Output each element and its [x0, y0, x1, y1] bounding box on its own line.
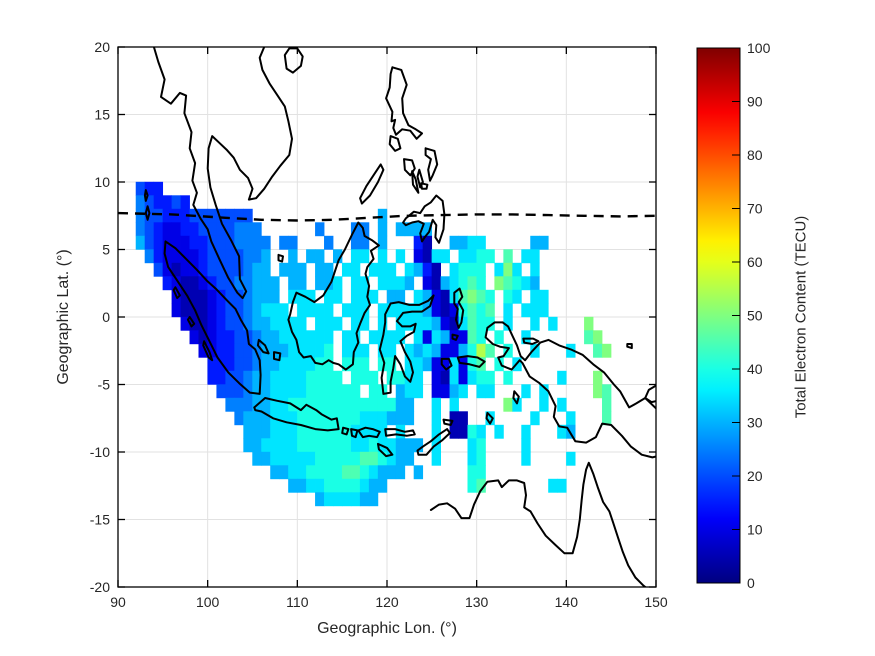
svg-text:130: 130: [465, 594, 489, 610]
svg-text:40: 40: [747, 361, 763, 377]
svg-text:100: 100: [196, 594, 220, 610]
svg-text:120: 120: [375, 594, 399, 610]
svg-text:5: 5: [102, 241, 110, 257]
svg-text:60: 60: [747, 254, 763, 270]
coastlines: [143, 47, 656, 587]
svg-text:140: 140: [555, 594, 579, 610]
svg-text:70: 70: [747, 200, 763, 216]
svg-text:10: 10: [747, 521, 763, 537]
svg-text:10: 10: [94, 174, 110, 190]
svg-text:15: 15: [94, 106, 110, 122]
svg-text:0: 0: [102, 309, 110, 325]
svg-text:100: 100: [747, 40, 771, 56]
svg-text:-5: -5: [98, 376, 111, 392]
svg-text:30: 30: [747, 414, 763, 430]
svg-text:50: 50: [747, 307, 763, 323]
svg-text:110: 110: [286, 594, 309, 610]
dip-equator-line: [118, 211, 656, 222]
svg-text:0: 0: [747, 575, 755, 591]
y-axis-label: Geographic Lat. (°): [55, 249, 72, 385]
svg-text:80: 80: [747, 147, 763, 163]
svg-text:-20: -20: [90, 579, 110, 595]
x-axis-label: Geographic Lon. (°): [317, 620, 457, 637]
svg-text:90: 90: [110, 594, 126, 610]
svg-text:20: 20: [94, 39, 110, 55]
svg-text:90: 90: [747, 93, 763, 109]
svg-text:150: 150: [644, 594, 668, 610]
svg-text:-15: -15: [90, 511, 110, 527]
svg-text:-10: -10: [90, 444, 110, 460]
colorbar-label: Total Electron Content (TECU): [792, 215, 810, 419]
svg-text:20: 20: [747, 468, 763, 484]
